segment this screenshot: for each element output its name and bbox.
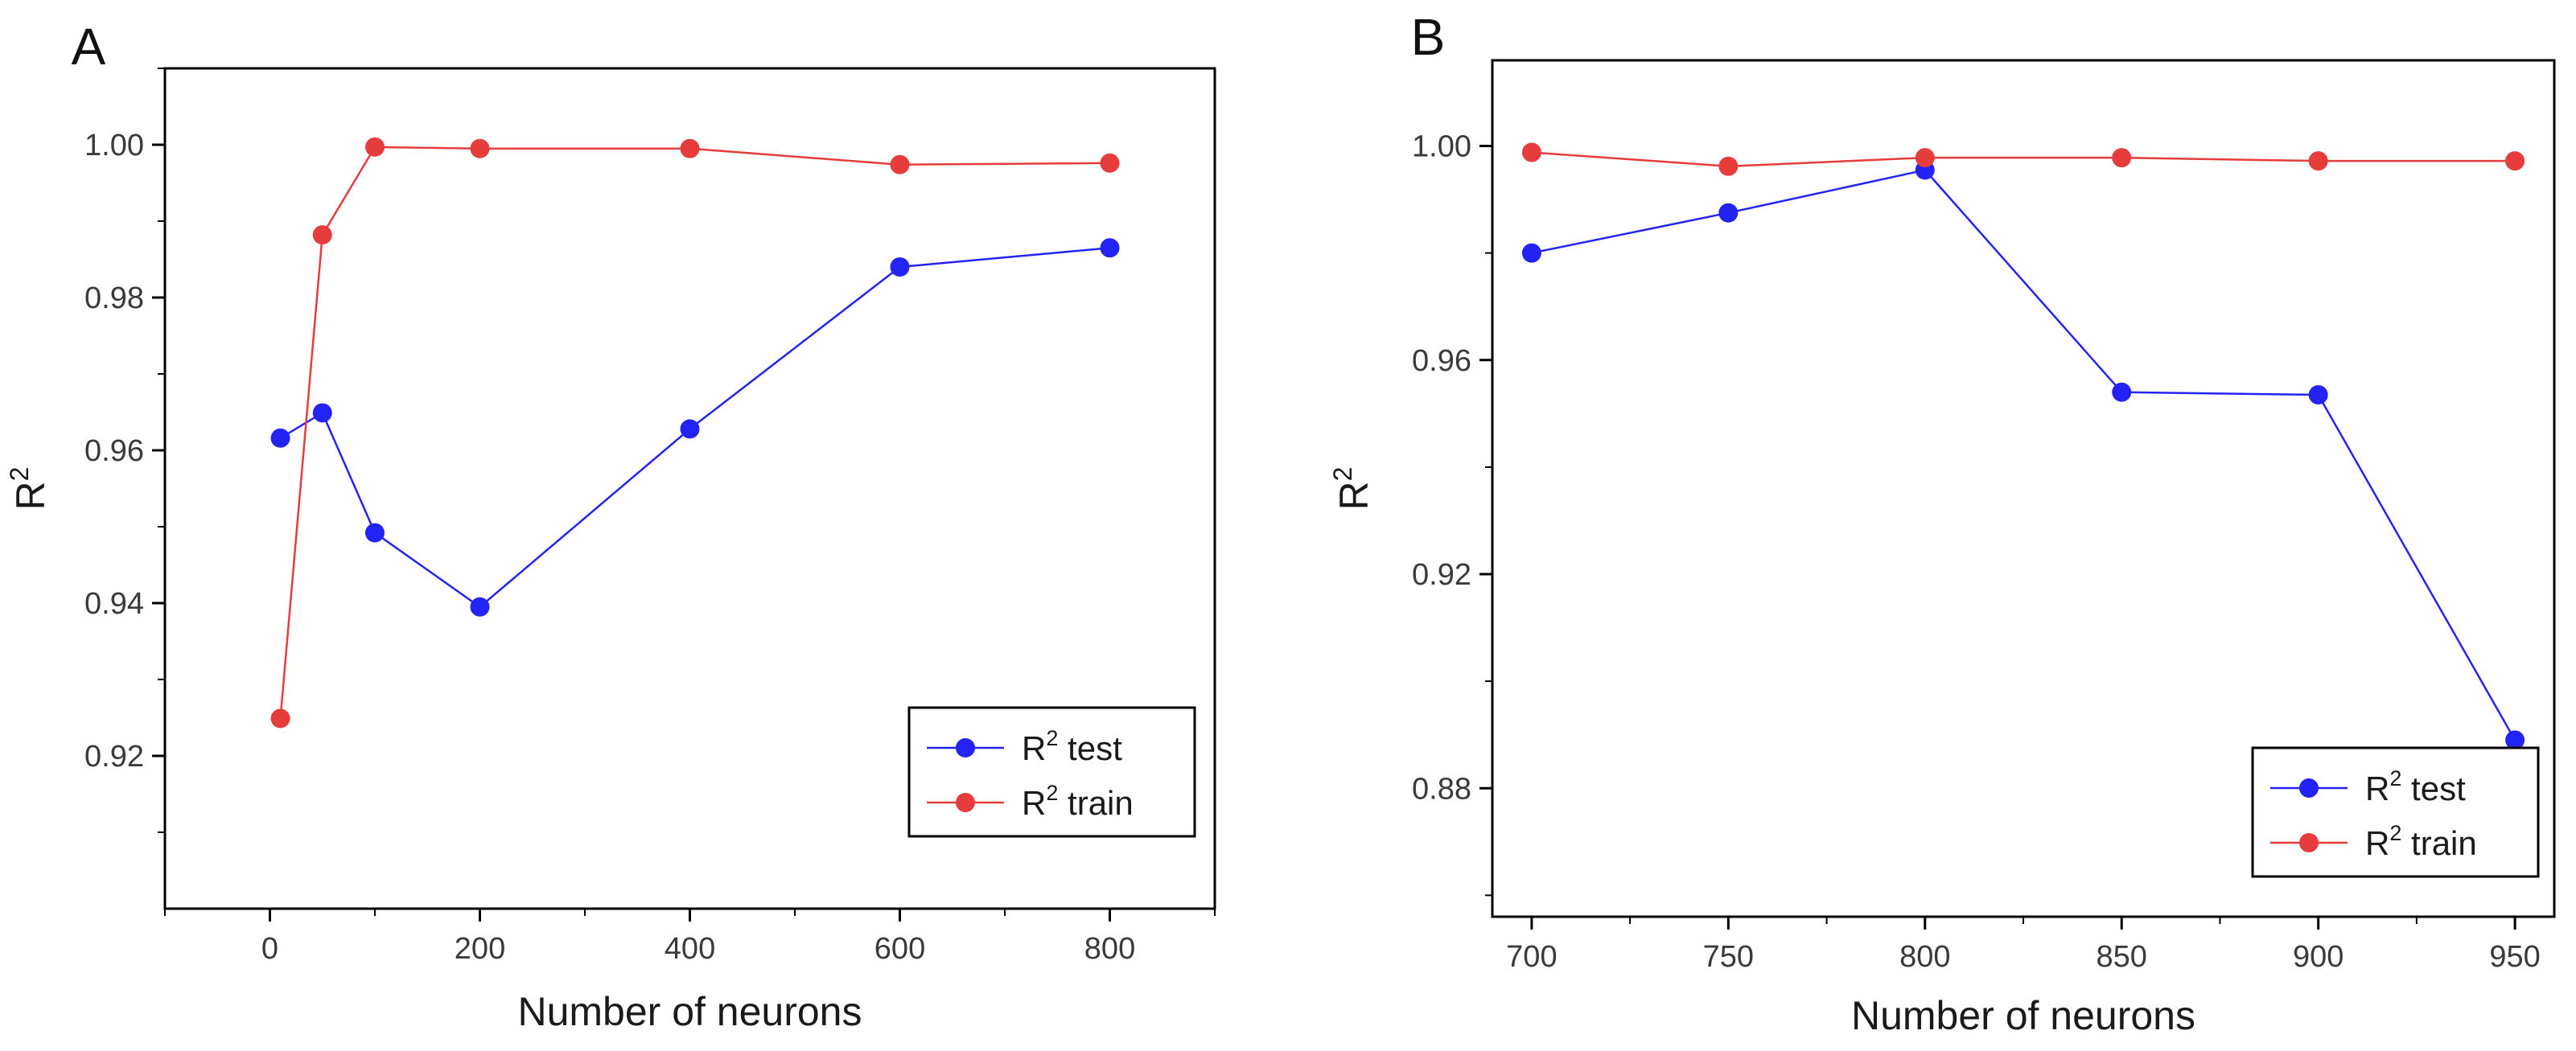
legend: R2 test R2 train <box>907 706 1196 838</box>
data-point-test <box>470 597 490 617</box>
legend-label-train: R2 train <box>2365 821 2477 862</box>
data-point-test <box>890 257 910 277</box>
series-line-test <box>1531 169 2516 741</box>
legend-marker-train <box>956 793 975 812</box>
x-tick-label: 900 <box>2293 940 2344 974</box>
y-tick-label: 1.00 <box>1412 130 1471 164</box>
data-point-train <box>365 137 385 157</box>
y-axis-title: R2 <box>1328 467 1376 511</box>
data-point-test <box>312 403 332 423</box>
legend-marker-test <box>2299 778 2319 798</box>
data-point-test <box>2505 730 2525 750</box>
y-axis-title-superscript: 2 <box>5 467 34 482</box>
data-point-train <box>1100 153 1120 173</box>
y-axis-title: R2 <box>5 467 53 511</box>
data-point-train <box>2308 151 2328 171</box>
x-tick-label: 850 <box>2097 940 2147 974</box>
legend-box <box>907 706 1196 838</box>
x-axis-title: Number of neurons <box>1851 993 2195 1038</box>
chart-panel-b: B 700 750 800 850 900 950 0.88 0.92 0.96 1.00 Numbe… <box>1328 8 2556 1038</box>
data-point-test <box>2308 385 2328 405</box>
y-tick-label: 0.96 <box>84 434 144 468</box>
data-point-train <box>680 138 700 158</box>
data-point-train <box>270 708 290 729</box>
series-test <box>270 238 1120 617</box>
data-point-train <box>470 138 490 158</box>
data-point-test <box>2112 382 2132 402</box>
data-point-train <box>1915 148 1935 168</box>
x-tick-label: 700 <box>1506 940 1557 974</box>
data-point-test <box>365 523 385 543</box>
y-axis-title-superscript: 2 <box>1328 467 1357 482</box>
y-tick-label: 0.98 <box>84 281 144 315</box>
legend-box <box>2251 746 2540 878</box>
chart-panel-a: A 0 200 400 600 800 0.92 0.94 0.96 0.98 1.00 Number… <box>5 18 1216 1034</box>
data-point-test <box>1718 203 1739 223</box>
x-tick-label: 400 <box>665 932 715 966</box>
data-point-test <box>1100 238 1120 258</box>
series-train <box>1521 142 2525 176</box>
y-tick-label: 1.00 <box>84 129 144 162</box>
x-tick-label: 600 <box>874 932 925 966</box>
legend-label-train: R2 train <box>1022 781 1134 822</box>
x-tick-label: 200 <box>455 932 505 966</box>
legend: R2 test R2 train <box>2251 746 2540 878</box>
series-line-train <box>1531 151 2516 168</box>
panel-letter: A <box>72 18 106 76</box>
data-point-test <box>270 428 290 448</box>
data-point-train <box>312 225 332 245</box>
y-tick-label: 0.92 <box>1412 558 1471 592</box>
legend-label-test: R2 test <box>1022 726 1122 767</box>
data-point-test <box>1521 243 1541 263</box>
x-tick-label: 800 <box>1899 940 1950 974</box>
x-tick-label: 750 <box>1703 940 1754 974</box>
panel-letter: B <box>1411 8 1446 66</box>
y-tick-label: 0.88 <box>1412 772 1471 806</box>
y-tick-label: 0.96 <box>1412 344 1471 378</box>
legend-label-test: R2 test <box>2365 766 2466 807</box>
y-tick-label: 0.94 <box>84 587 144 621</box>
x-tick-label: 0 <box>261 932 278 966</box>
data-point-train <box>2505 151 2525 171</box>
data-point-train <box>1521 142 1541 162</box>
series-test <box>1521 160 2525 750</box>
data-point-train <box>1718 156 1739 176</box>
y-tick-label: 0.92 <box>84 740 144 774</box>
series-train <box>270 137 1120 729</box>
data-point-train <box>2112 148 2132 168</box>
data-point-test <box>680 419 700 439</box>
legend-marker-train <box>2299 833 2319 852</box>
x-tick-label: 800 <box>1084 932 1135 966</box>
x-tick-label: 950 <box>2489 940 2540 974</box>
data-point-train <box>890 154 910 174</box>
x-axis-title: Number of neurons <box>517 989 862 1034</box>
legend-marker-test <box>956 738 975 757</box>
